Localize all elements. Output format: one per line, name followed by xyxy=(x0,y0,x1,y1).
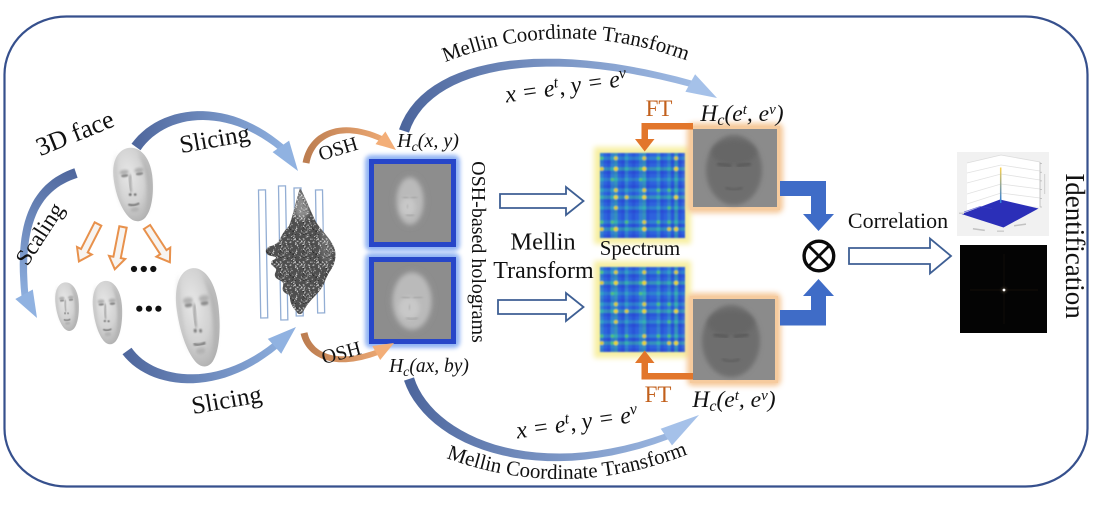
svg-text:FT: FT xyxy=(645,382,672,407)
svg-text:FT: FT xyxy=(646,96,673,121)
svg-text:Correlation: Correlation xyxy=(848,208,948,233)
svg-text:Mellin: Mellin xyxy=(510,229,575,256)
svg-text:OSH-based holograms: OSH-based holograms xyxy=(467,161,489,343)
svg-text:Hc(x, y): Hc(x, y) xyxy=(396,130,459,155)
svg-text:Transform: Transform xyxy=(493,258,594,284)
svg-text:Hc(ax, by): Hc(ax, by) xyxy=(388,356,469,380)
svg-text:Identification: Identification xyxy=(1060,173,1090,319)
svg-text:Spectrum: Spectrum xyxy=(600,236,680,260)
